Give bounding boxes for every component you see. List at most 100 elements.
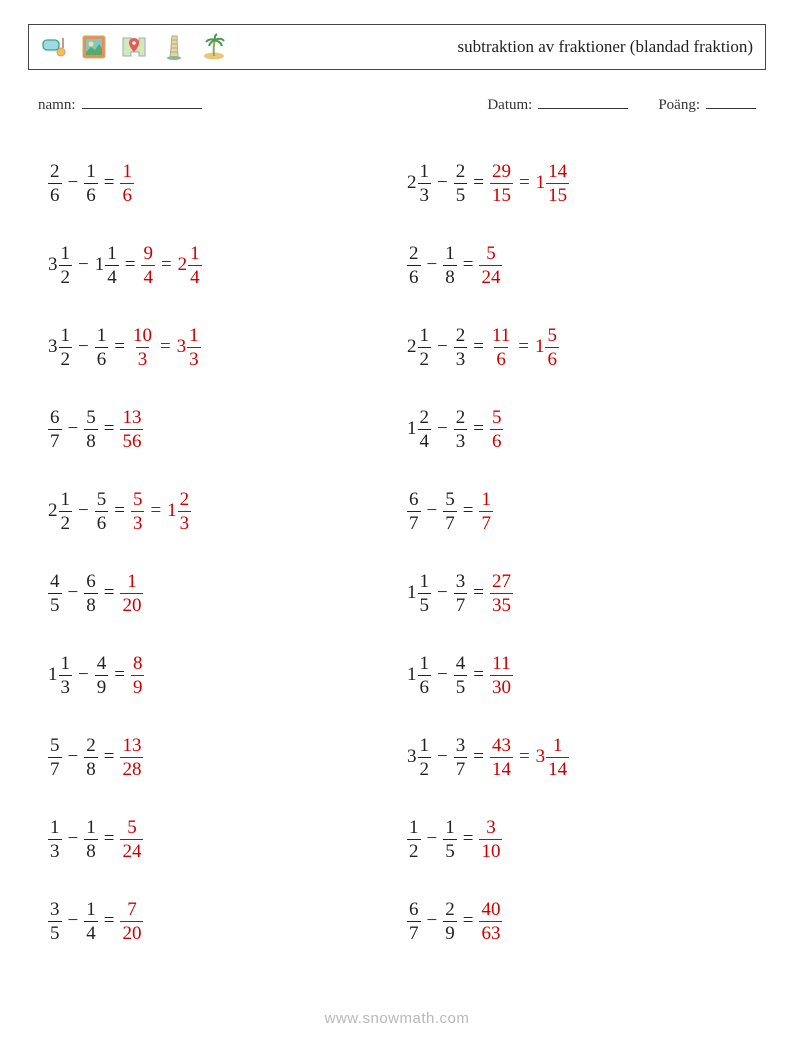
fraction: 103 <box>131 326 154 369</box>
mixed-fraction: 11415 <box>536 162 570 205</box>
minus-op: − <box>437 418 448 440</box>
minus-op: − <box>68 828 79 850</box>
fraction: 45 <box>48 572 62 615</box>
minus-op: − <box>78 336 89 358</box>
fraction: 37 <box>454 572 468 615</box>
fraction: 14 <box>84 900 98 943</box>
fraction: 2735 <box>490 572 513 615</box>
fraction: 12 <box>418 326 432 369</box>
whole-part: 2 <box>48 500 58 522</box>
fraction: 14 <box>188 244 202 287</box>
equals-op: = <box>160 336 171 358</box>
fraction: 23 <box>454 326 468 369</box>
minus-op: − <box>68 418 79 440</box>
tower-icon <box>157 30 191 64</box>
problem-row: 115−37=2735 <box>407 552 766 634</box>
fraction: 13 <box>187 326 201 369</box>
problem-row: 57−28=1328 <box>48 716 407 798</box>
fraction: 720 <box>120 900 143 943</box>
fraction: 67 <box>48 408 62 451</box>
equals-op: = <box>104 418 115 440</box>
whole-part: 2 <box>178 254 188 276</box>
problem-row: 45−68=120 <box>48 552 407 634</box>
equals-op: = <box>473 746 484 768</box>
fraction: 12 <box>418 736 432 779</box>
whole-part: 1 <box>95 254 105 276</box>
mixed-fraction: 115 <box>407 572 431 615</box>
minus-op: − <box>437 172 448 194</box>
equals-op: = <box>519 746 530 768</box>
whole-part: 3 <box>407 746 417 768</box>
minus-op: − <box>437 336 448 358</box>
mixed-fraction: 114 <box>95 244 119 287</box>
fraction: 13 <box>418 162 432 205</box>
mixed-fraction: 312 <box>48 244 72 287</box>
fraction: 1415 <box>546 162 569 205</box>
fraction: 14 <box>105 244 119 287</box>
fraction: 67 <box>407 900 421 943</box>
mixed-fraction: 214 <box>178 244 202 287</box>
date-label: Datum: <box>487 97 532 114</box>
problem-row: 116−45=1130 <box>407 634 766 716</box>
minus-op: − <box>427 828 438 850</box>
whole-part: 1 <box>407 582 417 604</box>
fraction: 29 <box>443 900 457 943</box>
fraction: 16 <box>418 654 432 697</box>
score-blank <box>706 94 756 109</box>
fraction: 35 <box>48 900 62 943</box>
fraction: 15 <box>418 572 432 615</box>
equals-op: = <box>473 172 484 194</box>
whole-part: 3 <box>48 336 58 358</box>
fraction: 2915 <box>490 162 513 205</box>
equals-op: = <box>473 418 484 440</box>
minus-op: − <box>78 664 89 686</box>
icon-strip <box>37 30 231 64</box>
fraction: 1328 <box>120 736 143 779</box>
fraction: 53 <box>131 490 145 533</box>
equals-op: = <box>104 828 115 850</box>
fraction: 58 <box>84 408 98 451</box>
equals-op: = <box>104 910 115 932</box>
snorkel-icon <box>37 30 71 64</box>
whole-part: 2 <box>407 336 417 358</box>
equals-op: = <box>463 910 474 932</box>
date-blank <box>538 94 628 109</box>
mixed-fraction: 124 <box>407 408 431 451</box>
whole-part: 1 <box>167 500 177 522</box>
equals-op: = <box>519 172 530 194</box>
fraction: 114 <box>546 736 569 779</box>
fraction: 4063 <box>479 900 502 943</box>
problem-row: 212−56=53=123 <box>48 470 407 552</box>
mixed-fraction: 312 <box>407 736 431 779</box>
worksheet-title: subtraktion av fraktioner (blandad frakt… <box>457 37 757 57</box>
fraction: 13 <box>59 654 73 697</box>
fraction: 12 <box>407 818 421 861</box>
equals-op: = <box>114 500 125 522</box>
mixed-fraction: 113 <box>48 654 72 697</box>
fraction: 56 <box>95 490 109 533</box>
equals-op: = <box>473 336 484 358</box>
fraction: 24 <box>418 408 432 451</box>
fraction: 310 <box>479 818 502 861</box>
minus-op: − <box>78 254 89 276</box>
score-label: Poäng: <box>658 97 700 114</box>
equals-op: = <box>104 172 115 194</box>
fraction: 68 <box>84 572 98 615</box>
name-blank <box>82 94 202 109</box>
whole-part: 1 <box>535 336 545 358</box>
whole-part: 2 <box>407 172 417 194</box>
fraction: 4314 <box>490 736 513 779</box>
problem-row: 113−49=89 <box>48 634 407 716</box>
fraction: 23 <box>178 490 192 533</box>
minus-op: − <box>437 582 448 604</box>
fraction: 94 <box>141 244 155 287</box>
problems-area: 26−16=16312−114=94=214312−16=103=31367−5… <box>28 142 766 962</box>
whole-part: 1 <box>407 418 417 440</box>
mixed-fraction: 123 <box>167 490 191 533</box>
fraction: 13 <box>48 818 62 861</box>
whole-part: 3 <box>177 336 187 358</box>
whole-part: 1 <box>536 172 546 194</box>
problems-column-right: 213−25=2915=1141526−18=524212−23=116=156… <box>407 142 766 962</box>
mixed-fraction: 213 <box>407 162 431 205</box>
problem-row: 312−16=103=313 <box>48 306 407 388</box>
